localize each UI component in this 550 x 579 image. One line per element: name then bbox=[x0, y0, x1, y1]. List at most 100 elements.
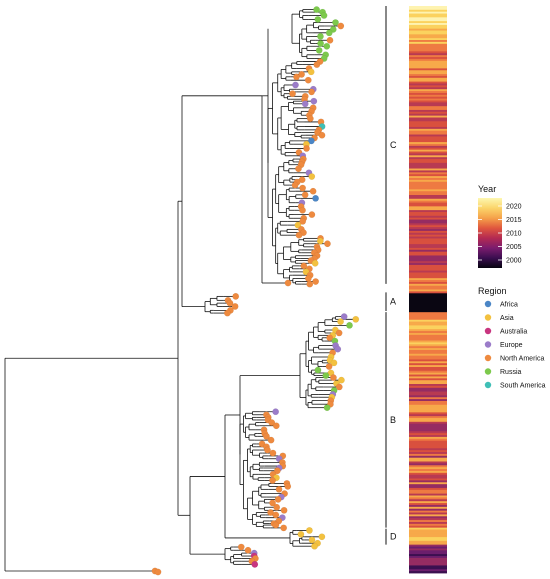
tip-marker bbox=[314, 366, 322, 374]
heatmap-row bbox=[409, 166, 447, 169]
heatmap-row bbox=[409, 276, 447, 279]
heatmap-row bbox=[409, 334, 447, 338]
heatmap-row bbox=[409, 474, 447, 478]
heatmap-row bbox=[409, 255, 447, 258]
heatmap-row bbox=[409, 332, 447, 336]
heatmap-row bbox=[409, 142, 447, 145]
heatmap-row bbox=[409, 435, 447, 438]
heatmap-row bbox=[409, 244, 447, 247]
heatmap-row bbox=[409, 378, 447, 381]
heatmap-row bbox=[409, 196, 447, 200]
tip-marker bbox=[300, 262, 308, 270]
heatmap-row bbox=[409, 195, 447, 198]
tip-marker bbox=[272, 521, 280, 529]
heatmap-row bbox=[409, 138, 447, 141]
heatmap-row bbox=[409, 13, 447, 16]
heatmap-row bbox=[409, 213, 447, 217]
tip-marker bbox=[306, 115, 314, 122]
heatmap-row bbox=[409, 563, 447, 566]
heatmap-row bbox=[409, 436, 447, 440]
heatmap-row bbox=[409, 453, 447, 457]
heatmap-row bbox=[409, 253, 447, 256]
heatmap-row bbox=[409, 126, 447, 130]
clade-brackets: C A B D bbox=[385, 6, 397, 545]
heatmap-row bbox=[409, 264, 447, 268]
tip-marker bbox=[340, 313, 348, 320]
heatmap-row bbox=[409, 174, 447, 177]
tip-marker bbox=[326, 334, 334, 342]
region-label: Asia bbox=[500, 315, 514, 322]
heatmap-row bbox=[409, 389, 447, 392]
year-legend-title: Year bbox=[478, 184, 496, 194]
heatmap-row bbox=[409, 66, 447, 69]
heatmap-row bbox=[409, 149, 447, 152]
heatmap-row bbox=[409, 368, 447, 372]
tip-marker bbox=[293, 73, 300, 81]
tip-marker bbox=[326, 36, 334, 44]
heatmap-row bbox=[409, 177, 447, 181]
tip-marker bbox=[313, 61, 321, 68]
tip-marker bbox=[304, 275, 312, 282]
heatmap-row bbox=[409, 121, 447, 124]
heatmap-row bbox=[409, 117, 447, 120]
heatmap-row bbox=[409, 395, 447, 398]
heatmap-row bbox=[409, 83, 447, 86]
heatmap-row bbox=[409, 444, 447, 447]
heatmap-row bbox=[409, 208, 447, 211]
heatmap-row bbox=[409, 285, 447, 289]
heatmap-row bbox=[409, 164, 447, 168]
heatmap-row bbox=[409, 38, 447, 41]
heatmap-row bbox=[409, 219, 447, 222]
tip-marker bbox=[294, 221, 302, 229]
heatmap-row bbox=[409, 62, 447, 65]
tip-marker bbox=[232, 293, 240, 300]
heatmap-row bbox=[409, 297, 447, 300]
heatmap-row bbox=[409, 155, 447, 158]
heatmap-row bbox=[409, 109, 447, 113]
heatmap-row bbox=[409, 440, 447, 443]
tip-marker bbox=[311, 542, 318, 550]
tip-marker bbox=[308, 536, 316, 544]
heatmap-row bbox=[409, 410, 447, 413]
heatmap-row bbox=[409, 157, 447, 160]
heatmap-row bbox=[409, 212, 447, 215]
heatmap-row bbox=[409, 134, 447, 137]
heatmap-row bbox=[409, 346, 447, 349]
tip-marker bbox=[335, 383, 343, 391]
tip-marker bbox=[322, 372, 330, 379]
tip-marker bbox=[299, 218, 307, 225]
heatmap-row bbox=[409, 179, 447, 183]
heatmap-row bbox=[409, 236, 447, 239]
tip-marker bbox=[317, 33, 324, 40]
tip-marker bbox=[308, 88, 315, 96]
heatmap-row bbox=[409, 240, 447, 243]
tip-marker bbox=[310, 97, 318, 105]
tip-marker bbox=[226, 299, 234, 307]
tip-marker bbox=[301, 100, 309, 108]
heatmap-row bbox=[409, 215, 447, 219]
heatmap-row bbox=[409, 242, 447, 245]
heatmap-row bbox=[409, 119, 447, 122]
heatmap-row bbox=[409, 43, 447, 47]
tip-marker bbox=[291, 181, 299, 189]
tip-marker bbox=[272, 511, 280, 519]
tip-marker bbox=[330, 359, 338, 367]
heatmap-row bbox=[409, 160, 447, 164]
heatmap-row bbox=[409, 544, 447, 547]
heatmap-row bbox=[409, 317, 447, 321]
heatmap-row bbox=[409, 193, 447, 196]
region-swatch-north-america bbox=[484, 354, 492, 362]
heatmap-row bbox=[409, 533, 447, 536]
heatmap-row bbox=[409, 401, 447, 404]
heatmap-row bbox=[409, 257, 447, 260]
heatmap-row bbox=[409, 501, 447, 504]
tip-marker bbox=[338, 376, 345, 384]
heatmap-row bbox=[409, 23, 447, 26]
heatmap-row bbox=[409, 91, 447, 94]
region-swatch-europe bbox=[484, 341, 492, 348]
heatmap-row bbox=[409, 336, 447, 340]
heatmap-row bbox=[409, 331, 447, 334]
tip-marker bbox=[330, 374, 337, 381]
tip-marker bbox=[263, 432, 270, 440]
heatmap-row bbox=[409, 523, 447, 527]
